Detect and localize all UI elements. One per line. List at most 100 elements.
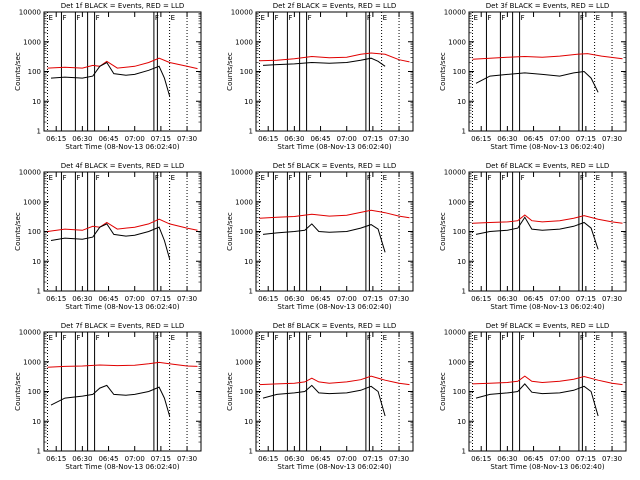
- plot-frame: [255, 11, 414, 132]
- x-tick-label: 07:30: [389, 455, 409, 463]
- y-tick-label: 1: [37, 288, 41, 296]
- x-tick-label: 07:30: [389, 135, 409, 143]
- panel-title: Det 8f BLACK = Events, RED = LLD: [273, 322, 396, 330]
- x-tick-label: 06:15: [46, 455, 66, 463]
- plot-frame: [468, 11, 627, 132]
- y-tick-label: 10000: [444, 169, 466, 177]
- y-tick-label: 100: [240, 388, 253, 396]
- x-tick-label: 06:30: [284, 295, 304, 303]
- event-marker-label: F: [62, 334, 66, 342]
- event-marker-label: F: [308, 14, 312, 22]
- panel-title: Det 2f BLACK = Events, RED = LLD: [273, 2, 396, 10]
- x-tick-label: 06:45: [523, 295, 543, 303]
- x-tick-label: 06:30: [497, 455, 517, 463]
- y-tick-label: 100: [28, 388, 41, 396]
- event-marker-label: E: [260, 174, 264, 182]
- x-tick-label: 06:30: [72, 455, 92, 463]
- y-tick-label: 100: [28, 68, 41, 76]
- y-tick-label: 100: [453, 228, 466, 236]
- lld-series-line: [259, 375, 410, 386]
- event-marker-label: E: [596, 334, 600, 342]
- x-tick-label: 06:45: [523, 455, 543, 463]
- plot-frame: [43, 171, 202, 292]
- x-tick-label: 06:15: [46, 295, 66, 303]
- events-series-line: [262, 223, 386, 253]
- y-tick-label: 1000: [23, 358, 41, 366]
- events-series-line: [475, 216, 599, 250]
- detector-panel-2: Det 2f BLACK = Events, RED = LLD 1 10 100 10…: [226, 2, 414, 151]
- x-tick-label: 07:00: [550, 135, 570, 143]
- x-tick-label: 06:30: [497, 295, 517, 303]
- x-axis-label: Start Time (08-Nov-13 06:02:40): [277, 303, 391, 311]
- y-tick-label: 10000: [444, 9, 466, 17]
- x-tick-label: 06:30: [72, 295, 92, 303]
- y-tick-label: 1000: [23, 198, 41, 206]
- event-marker-label: F: [76, 14, 80, 22]
- y-tick-label: 100: [28, 228, 41, 236]
- y-tick-label: 10: [457, 98, 466, 106]
- y-tick-label: 1: [249, 448, 253, 456]
- y-tick-label: 1000: [448, 198, 466, 206]
- y-axis-label: Counts/sec: [226, 52, 234, 91]
- y-tick-label: 10000: [444, 329, 466, 337]
- lld-series-line: [472, 53, 623, 60]
- y-tick-label: 10: [244, 258, 253, 266]
- x-tick-label: 07:15: [151, 135, 171, 143]
- event-marker-label: E: [48, 334, 52, 342]
- y-tick-label: 10: [457, 258, 466, 266]
- x-tick-label: 07:15: [576, 455, 596, 463]
- lld-series-line: [472, 375, 623, 386]
- panel-title: Det 9f BLACK = Events, RED = LLD: [486, 322, 609, 330]
- event-marker-label: E: [473, 174, 477, 182]
- event-marker-label: F: [274, 14, 278, 22]
- y-tick-label: 1000: [23, 38, 41, 46]
- y-tick-label: 1000: [235, 198, 253, 206]
- x-axis-label: Start Time (08-Nov-13 06:02:40): [490, 463, 604, 471]
- x-tick-label: 06:15: [471, 295, 491, 303]
- x-tick-label: 07:00: [550, 455, 570, 463]
- lld-series-line: [259, 52, 410, 63]
- x-axis-label: Start Time (08-Nov-13 06:02:40): [65, 463, 179, 471]
- event-marker-label: E: [260, 14, 264, 22]
- event-marker-label: F: [96, 334, 100, 342]
- event-marker-label: E: [473, 14, 477, 22]
- y-tick-label: 10: [244, 98, 253, 106]
- event-marker-label: F: [62, 174, 66, 182]
- event-marker-label: F: [521, 14, 525, 22]
- detector-panel-8: Det 8f BLACK = Events, RED = LLD 1 10 100 10…: [226, 322, 414, 471]
- x-axis-label: Start Time (08-Nov-13 06:02:40): [490, 303, 604, 311]
- x-tick-label: 07:15: [576, 135, 596, 143]
- event-marker-label: E: [260, 334, 264, 342]
- x-tick-label: 06:45: [523, 135, 543, 143]
- x-tick-label: 07:00: [337, 135, 357, 143]
- x-tick-label: 06:30: [284, 455, 304, 463]
- x-tick-label: 07:30: [602, 135, 622, 143]
- event-marker-label: F: [96, 14, 100, 22]
- y-tick-label: 1: [249, 288, 253, 296]
- x-tick-label: 06:45: [310, 455, 330, 463]
- y-tick-label: 1000: [235, 358, 253, 366]
- event-marker-label: F: [288, 334, 292, 342]
- plot-frame: [43, 331, 202, 452]
- event-marker-label: E: [48, 174, 52, 182]
- event-marker-label: E: [596, 14, 600, 22]
- y-axis-label: Counts/sec: [14, 372, 22, 411]
- event-marker-label: F: [487, 14, 491, 22]
- x-tick-label: 06:15: [258, 135, 278, 143]
- y-tick-label: 10: [32, 258, 41, 266]
- y-tick-label: 1: [249, 128, 253, 136]
- x-axis-label: Start Time (08-Nov-13 06:02:40): [490, 143, 604, 151]
- y-tick-label: 1: [37, 448, 41, 456]
- x-tick-label: 07:30: [602, 295, 622, 303]
- plot-frame: [255, 331, 414, 452]
- x-tick-label: 07:15: [363, 455, 383, 463]
- panel-title: Det 1f BLACK = Events, RED = LLD: [61, 2, 184, 10]
- panel-title: Det 3f BLACK = Events, RED = LLD: [486, 2, 609, 10]
- detector-panel-7: Det 7f BLACK = Events, RED = LLD 1 10 100 10…: [14, 322, 202, 471]
- event-marker-label: E: [48, 14, 52, 22]
- detector-panel-3: Det 3f BLACK = Events, RED = LLD 1 10 100 10…: [439, 2, 627, 151]
- y-axis-label: Counts/sec: [439, 52, 447, 91]
- event-marker-label: E: [171, 334, 175, 342]
- y-tick-label: 100: [453, 68, 466, 76]
- y-tick-label: 10000: [231, 9, 253, 17]
